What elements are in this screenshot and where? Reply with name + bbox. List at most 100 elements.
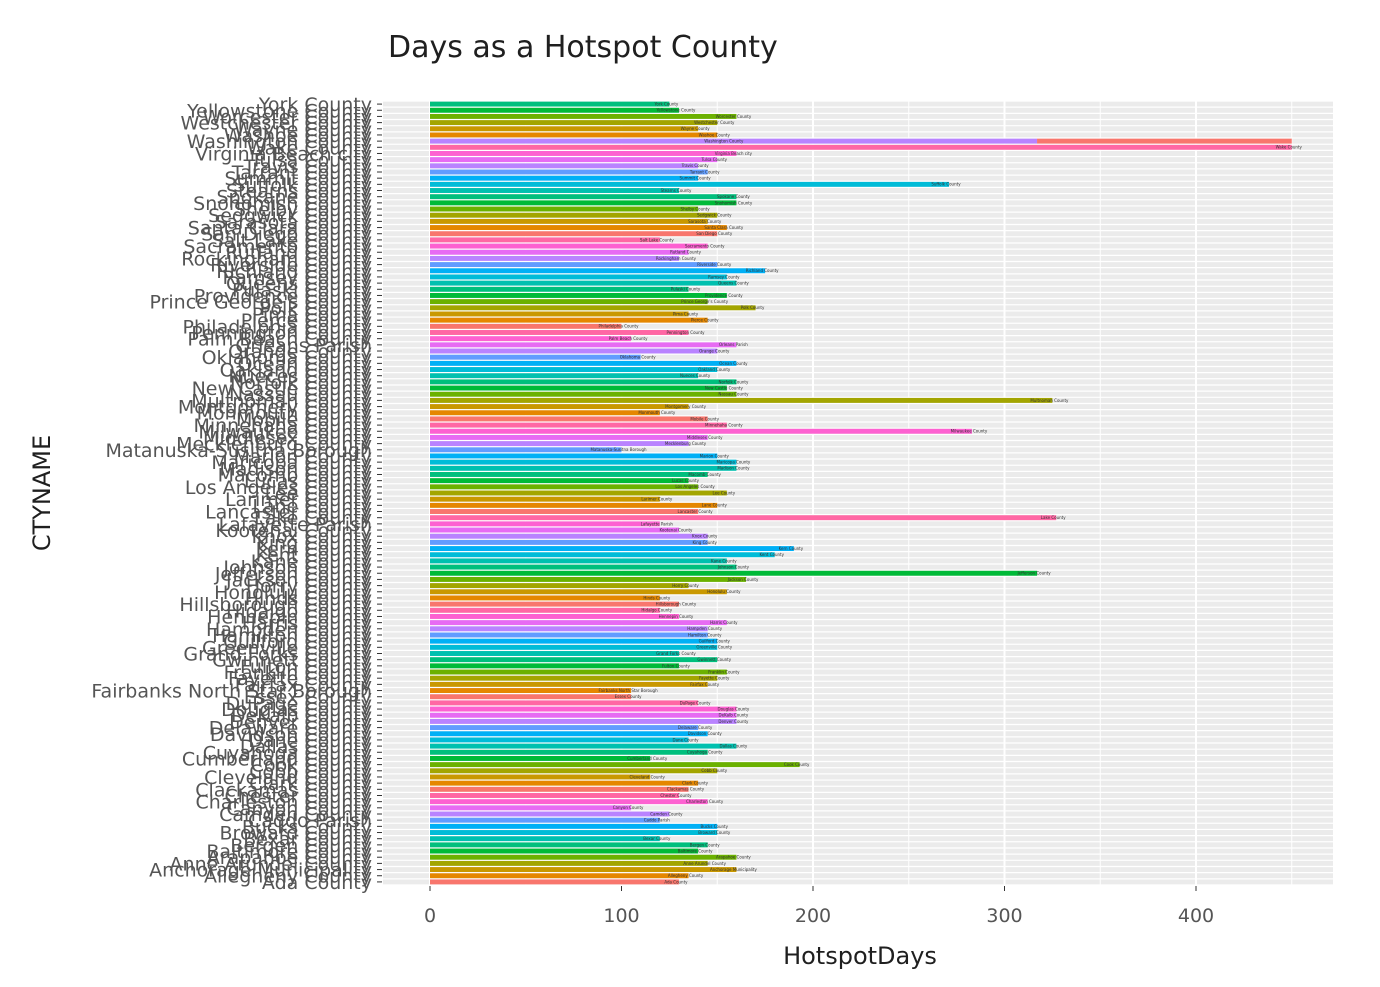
bar [430, 527, 679, 533]
bar-label: Lake County [1041, 515, 1066, 520]
bar-label: Clackamas County [667, 787, 705, 792]
bar-label: Ramsey County [708, 274, 740, 279]
y-tick-label: Hampden County [206, 619, 372, 641]
bar [430, 379, 737, 385]
bar [430, 132, 718, 138]
bar [430, 805, 632, 811]
y-tick-label: Greenville County [202, 637, 372, 659]
bar-label: Washington County [704, 139, 744, 144]
bar-label: Johnson County [717, 564, 750, 569]
bar [430, 774, 651, 780]
y-tick-label: Tarrant County [231, 162, 372, 184]
bar-label: Essex County [615, 694, 643, 699]
bar-label: Chester County [660, 793, 692, 798]
bar-label: Milwaukee County [951, 429, 988, 434]
bar-label: Minnehaha County [705, 422, 743, 427]
bar-label: Norfolk County [718, 379, 749, 384]
bar-label: Bucks County [701, 824, 729, 829]
y-tick-label: Montgomery County [178, 397, 372, 419]
bar-label: Rutland County [670, 250, 701, 255]
bar [430, 385, 727, 391]
y-tick-label: Washington County [187, 131, 372, 153]
bar-label: Middlesex County [687, 435, 723, 440]
bar [430, 601, 679, 607]
bar-label: Pierce County [691, 318, 719, 323]
y-tick-label: Lake County [254, 508, 372, 530]
bar [430, 404, 689, 410]
bar [430, 237, 660, 243]
bar [430, 447, 622, 453]
bar-label: Lane County [702, 503, 728, 508]
bar [430, 595, 660, 601]
bar [430, 712, 737, 718]
y-tick-label: York County [258, 94, 372, 116]
bar-label: Queens County [718, 281, 749, 286]
y-tick-label: Anchorage Municipality [149, 860, 372, 882]
bar [430, 280, 737, 286]
y-tick-label: Anne Arundel County [170, 853, 372, 875]
bar [430, 725, 699, 731]
y-tick-label: Spokane County [217, 187, 373, 209]
bar [430, 749, 708, 755]
bar-label: Madison County [717, 466, 750, 471]
bar [430, 546, 794, 552]
y-tick-label: Baltimore County [206, 841, 372, 863]
chart-title: Days as a Hotspot County [388, 30, 778, 65]
y-tick-label: New Castle County [192, 378, 372, 400]
bar [430, 718, 737, 724]
y-tick-label: Philadelphia County [183, 316, 372, 338]
bar-label: Mecklenburg County [665, 441, 707, 446]
bar [430, 484, 699, 490]
bar-label: Wayne County [681, 126, 711, 131]
bar-label: Sacramento County [685, 243, 725, 248]
y-tick-label: Guilford County [223, 631, 372, 653]
bar [430, 651, 679, 656]
bar [430, 706, 737, 712]
y-tick-label: Harris County [242, 613, 372, 635]
bar-label: Santa Clara County [704, 225, 743, 230]
bar [430, 360, 737, 366]
bar-label: Arapahoe County [716, 855, 751, 860]
y-tick-label: Canyon County [226, 798, 372, 820]
bar [430, 391, 737, 397]
bar [430, 583, 689, 589]
bar-label: Franklin County [708, 669, 740, 674]
y-tick-label: Cuyahoga County [203, 742, 372, 764]
bar-label: Nassau County [718, 392, 749, 397]
y-tick-label: Rutland County [225, 242, 372, 264]
y-tick-label: Wake County [247, 137, 372, 159]
bar [430, 570, 1038, 576]
bar-label: Fulton County [662, 663, 690, 668]
y-tick-label: Cobb County [249, 761, 372, 783]
y-tick-label: Shelby County [234, 199, 372, 221]
bar-label: Yellowstone County [655, 108, 696, 113]
bar [430, 694, 632, 700]
y-tick-label: Kootenai County [215, 520, 372, 542]
y-tick-label: Fairfax County [235, 674, 372, 696]
y-tick-label: Johnson County [222, 557, 372, 579]
bar [430, 169, 708, 175]
y-tick-label: Rockingham County [181, 248, 372, 270]
bar-label: Snohomish County [715, 200, 753, 205]
y-tick-label: Kane County [251, 551, 372, 573]
bar-label: Lee County [713, 490, 736, 495]
bar-label: Hennepin County [659, 614, 694, 619]
y-tick-label: Clark County [249, 773, 372, 795]
y-tick-label: Jackson County [225, 569, 372, 591]
bar-label: Tulsa County [700, 157, 727, 162]
bar-label: Knox County [692, 534, 718, 539]
y-tick-label: Pulaski County [232, 279, 372, 301]
x-tick-label: 300 [986, 905, 1022, 927]
y-tick-label: Nueces County [228, 366, 372, 388]
bar [430, 848, 699, 854]
bar [430, 416, 708, 422]
bar [430, 688, 632, 694]
bar-label: Salt Lake County [640, 237, 674, 242]
bar [430, 502, 718, 508]
bar-label: Kern County [779, 546, 804, 551]
bar-label: Guilford County [699, 639, 731, 644]
bar [430, 299, 708, 305]
y-tick-label: Cook County [251, 755, 372, 777]
bar-label: Oakland County [698, 367, 731, 372]
y-tick-label: King County [256, 532, 372, 554]
